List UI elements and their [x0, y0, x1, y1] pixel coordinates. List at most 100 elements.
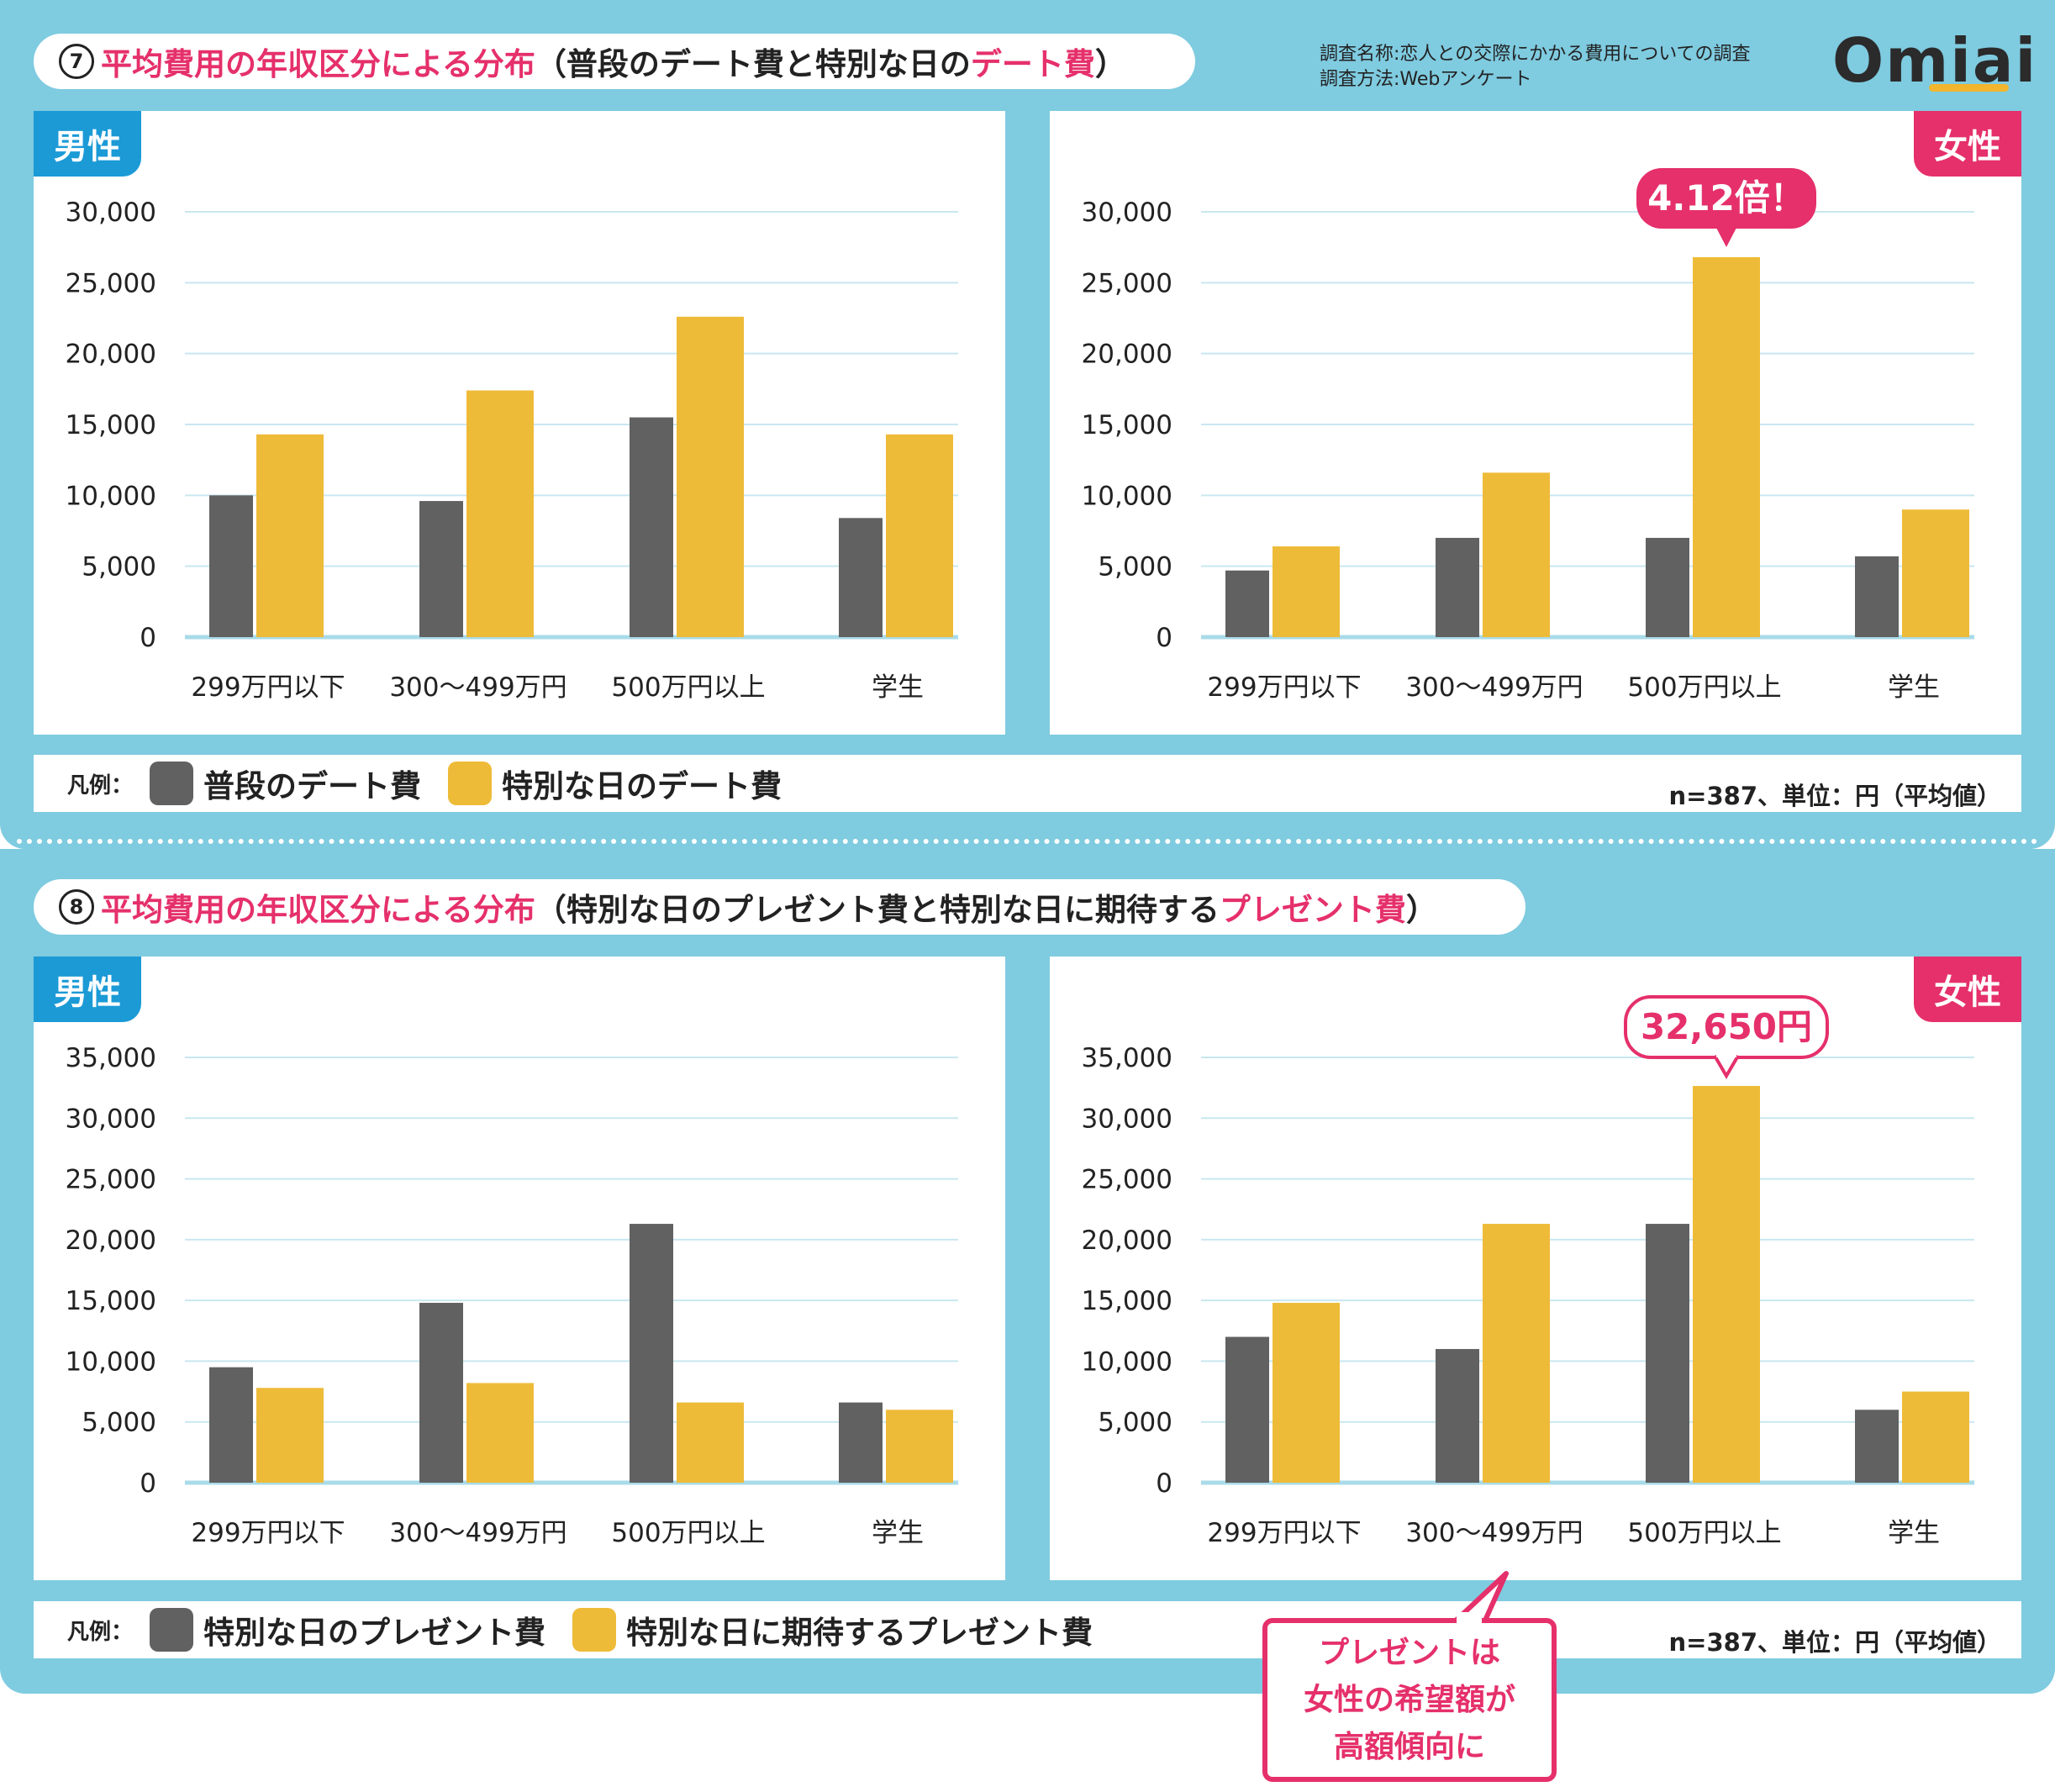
section8-title: 8 平均費用の年収区分による分布 （特別な日のプレゼント費と特別な日に期待する … — [34, 879, 1525, 935]
section-divider — [17, 839, 2038, 844]
x-tick-label: 300〜499万円 — [1405, 672, 1583, 703]
legend-swatch-gray — [150, 1608, 194, 1652]
survey-name: 調査名称:恋人との交際にかかる費用についての調査 — [1320, 44, 1751, 65]
y-tick-label: 0 — [140, 1468, 156, 1499]
bar — [256, 434, 324, 637]
bar — [1436, 1348, 1479, 1483]
bar — [1693, 1085, 1760, 1483]
legend-label: 凡例： — [67, 772, 134, 798]
section8-legend: 凡例： 特別な日のプレゼント費 特別な日に期待するプレゼント費 n=387、単位… — [34, 1601, 2021, 1658]
y-tick-label: 35,000 — [66, 1043, 156, 1073]
x-tick-label: 299万円以下 — [1207, 672, 1361, 703]
y-tick-label: 20,000 — [66, 340, 156, 370]
bar — [1693, 256, 1760, 637]
bar — [1436, 537, 1479, 637]
callout-line-2: 女性の希望額が — [1303, 1682, 1515, 1717]
bar — [630, 417, 673, 637]
survey-info: 調査名称:恋人との交際にかかる費用についての調査 調査方法:Webアンケート — [1320, 42, 1751, 92]
bar — [419, 501, 463, 637]
x-tick-label: 500万円以上 — [611, 1518, 765, 1548]
bar — [466, 1383, 534, 1483]
x-tick-label: 学生 — [872, 1518, 924, 1548]
male-tag: 男性 — [34, 957, 141, 1022]
chart-s7-male: 0 5,000 10,000 15,000 20,000 25,000 30,000 299万… — [66, 198, 958, 703]
chart-panel-s8-female: 0 5,000 10,000 15,000 20,000 25,000 30,000 35,0… — [1050, 957, 2021, 1580]
y-tick-label: 25,000 — [66, 1165, 156, 1195]
y-tick-label: 15,000 — [1082, 1286, 1172, 1316]
y-tick-label: 20,000 — [1082, 1225, 1172, 1256]
chart-s7-female: 0 5,000 10,000 15,000 20,000 25,000 30,000 299万… — [1082, 167, 1974, 703]
sample-note: n=387、単位：円（平均値） — [1668, 782, 2001, 810]
y-tick-label: 5,000 — [82, 1408, 156, 1438]
bar — [839, 1402, 883, 1483]
y-tick-label: 20,000 — [1082, 340, 1172, 370]
bar — [1483, 472, 1550, 637]
sample-note: n=387、単位：円（平均値） — [1668, 1628, 2001, 1657]
section7-title: 7 平均費用の年収区分による分布 （普段のデート費と特別な日の デート費 ） — [34, 34, 1195, 89]
x-tick-label: 学生 — [872, 672, 924, 703]
legend-item-special-date: 特別な日のデート費 — [502, 768, 782, 804]
section8-number: 8 — [59, 889, 94, 925]
bar — [209, 495, 253, 637]
legend-swatch-yellow — [572, 1608, 617, 1652]
x-tick-label: 300〜499万円 — [1405, 1518, 1583, 1548]
y-tick-label: 15,000 — [66, 1286, 156, 1316]
logo-underline — [1929, 84, 2009, 92]
bar — [1483, 1224, 1550, 1483]
x-tick-label: 500万円以上 — [1627, 1518, 1781, 1548]
chart-panel-s7-female: 0 5,000 10,000 15,000 20,000 25,000 30,000 299万… — [1050, 111, 2021, 735]
callout-line-3: 高額傾向に — [1333, 1729, 1485, 1764]
legend-item-regular-date: 普段のデート費 — [203, 768, 422, 804]
x-tick-label: 500万円以上 — [611, 672, 765, 703]
y-tick-label: 15,000 — [66, 410, 156, 440]
y-tick-label: 5,000 — [1098, 1408, 1172, 1438]
x-tick-label: 299万円以下 — [1207, 1518, 1361, 1548]
section7-title-accent: デート費 — [970, 46, 1095, 82]
bar — [256, 1388, 324, 1483]
bar — [886, 1410, 953, 1483]
bar — [1855, 556, 1899, 637]
legend-item-gift-cost: 特別な日のプレゼント費 — [203, 1615, 546, 1651]
y-tick-label: 10,000 — [1082, 1347, 1172, 1377]
bar — [1646, 1224, 1689, 1483]
callout-pointer-cover — [1457, 1612, 1482, 1626]
female-tag: 女性 — [1914, 111, 2021, 177]
section8-title-accent: プレゼント費 — [1219, 892, 1406, 928]
y-tick-label: 20,000 — [66, 1225, 156, 1256]
bar — [209, 1367, 253, 1483]
bar — [630, 1224, 673, 1483]
bar — [1273, 1303, 1340, 1483]
x-tick-label: 500万円以上 — [1627, 672, 1781, 703]
y-tick-label: 15,000 — [1082, 410, 1172, 440]
bar — [886, 434, 953, 637]
callout-line-1: プレゼントは — [1318, 1635, 1500, 1670]
section7-title-main: 平均費用の年収区分による分布 — [101, 46, 535, 82]
x-tick-label: 299万円以下 — [191, 672, 345, 703]
y-tick-label: 25,000 — [66, 268, 156, 298]
bar — [1646, 537, 1689, 637]
annotation-bubble: 4.12倍！ — [1636, 167, 1816, 247]
annotation-text: 4.12倍！ — [1647, 177, 1805, 219]
bar — [1855, 1410, 1899, 1483]
bar — [466, 390, 534, 637]
section7-title-close: ） — [1094, 46, 1126, 82]
bar — [419, 1303, 463, 1483]
x-tick-label: 300〜499万円 — [389, 1518, 566, 1548]
y-tick-label: 30,000 — [66, 198, 156, 228]
chart-panel-s7-male: 0 5,000 10,000 15,000 20,000 25,000 30,000 299万… — [34, 111, 1005, 735]
legend-label: 凡例： — [67, 1619, 134, 1645]
y-tick-label: 25,000 — [1082, 1165, 1172, 1195]
bar — [1225, 1336, 1269, 1483]
y-tick-label: 30,000 — [66, 1104, 156, 1134]
y-tick-label: 10,000 — [66, 481, 156, 511]
y-tick-label: 30,000 — [1082, 198, 1172, 228]
annotation-bubble: 32,650円 — [1624, 994, 1829, 1079]
chart-s8-female: 0 5,000 10,000 15,000 20,000 25,000 30,000 35,0… — [1082, 994, 1974, 1548]
bar — [1225, 570, 1269, 637]
y-tick-label: 0 — [140, 623, 156, 653]
y-tick-label: 0 — [1156, 623, 1172, 653]
y-tick-label: 30,000 — [1082, 1104, 1172, 1134]
annotation-text: 32,650円 — [1641, 1006, 1812, 1047]
legend-item-expected-gift: 特別な日に期待するプレゼント費 — [626, 1615, 1093, 1651]
